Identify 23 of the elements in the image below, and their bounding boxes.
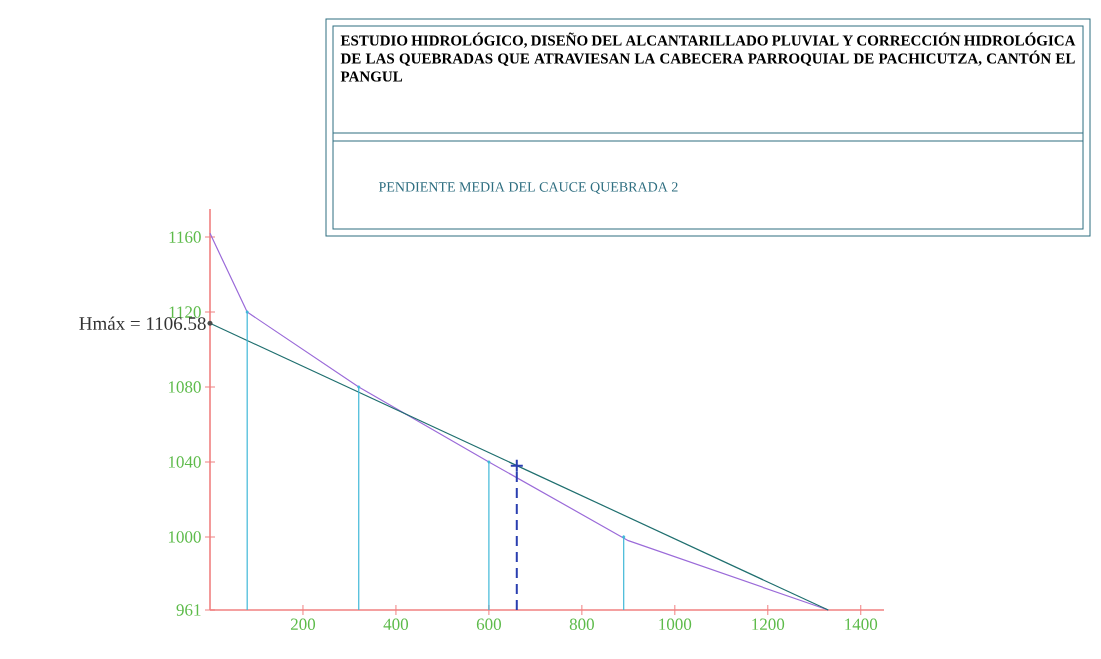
chart-subtitle: PENDIENTE MEDIA DEL CAUCE QUEBRADA 2	[378, 182, 678, 194]
point	[509, 458, 524, 473]
x-tick-label: 600	[476, 618, 502, 631]
x-tick-label: 1400	[845, 618, 878, 631]
y-tick-label: 1000	[168, 531, 201, 543]
x-tick-label: 1000	[659, 618, 692, 631]
chart-title: ESTUDIO HIDROLÓGICO, DISEÑO DEL ALCANTARILLADO PLUVIAL Y CORRECCIÓN HIDROLÓGICA DE LAS QUEBRADAS QUE ATRAVIESAN LA CABECERA PARROQUIAL DE PACHICUTZA, CANTÓN EL PANGUL	[340, 32, 1076, 82]
line-series	[209, 232, 829, 611]
y-tick-label: 1040	[168, 456, 201, 468]
x-tick-label: 400	[383, 618, 409, 631]
y-tick-label: 1080	[168, 381, 201, 393]
annotation: Hmáx = 1106.58	[79, 316, 206, 331]
point	[245, 310, 249, 314]
y-tick-label: 1160	[169, 231, 201, 243]
point	[622, 535, 626, 539]
x-tick-label: 200	[290, 618, 316, 631]
point	[357, 385, 361, 389]
x-tick-label: 800	[569, 618, 594, 631]
y-tick-label: 1120	[169, 306, 201, 318]
point	[487, 460, 491, 464]
x-tick-label: 1200	[752, 618, 785, 631]
point	[207, 320, 213, 326]
y-tick-label: 961	[176, 604, 201, 616]
